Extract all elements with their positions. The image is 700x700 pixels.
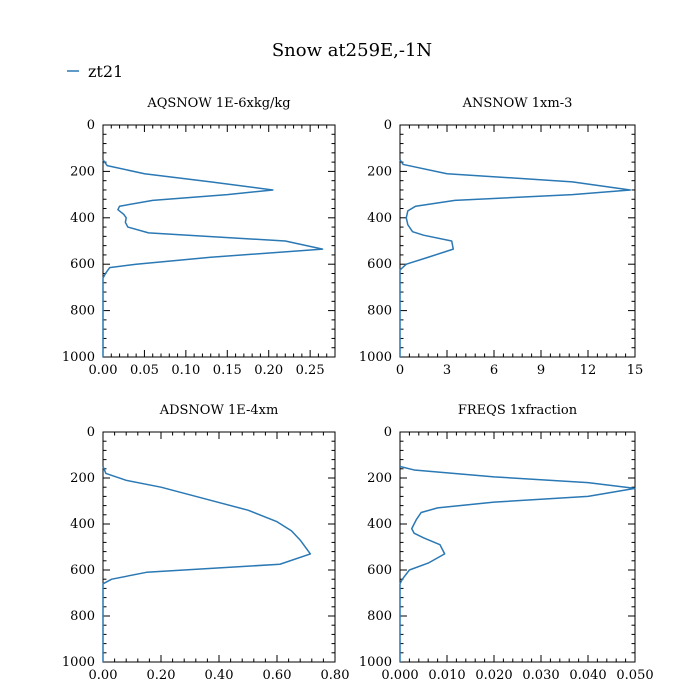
y-tick-label: 800 bbox=[367, 609, 392, 624]
plot-frame bbox=[102, 124, 336, 358]
series-line-zt21 bbox=[102, 466, 312, 662]
x-tick-label: 12 bbox=[580, 363, 597, 378]
x-tick-label: 0.040 bbox=[569, 668, 606, 683]
panel-title: ADSNOW 1E-4xm bbox=[159, 403, 279, 418]
legend-label: zt21 bbox=[88, 62, 123, 81]
x-tick-label: 9 bbox=[537, 363, 545, 378]
series-line-zt21 bbox=[399, 465, 636, 662]
y-tick-label: 600 bbox=[367, 563, 392, 578]
y-tick-label: 400 bbox=[70, 517, 95, 532]
series-line-zt21 bbox=[102, 159, 324, 357]
legend: zt21 bbox=[67, 62, 123, 81]
y-tick-label: 200 bbox=[70, 471, 95, 486]
y-tick-label: 400 bbox=[367, 517, 392, 532]
x-tick-label: 15 bbox=[627, 363, 644, 378]
x-tick-label: 0.20 bbox=[254, 363, 283, 378]
x-tick-label: 3 bbox=[443, 363, 451, 378]
y-tick-label: 800 bbox=[70, 304, 95, 319]
x-tick-label: 0.15 bbox=[213, 363, 242, 378]
x-tick-label: 0.010 bbox=[428, 668, 465, 683]
x-tick-label: 0.10 bbox=[171, 363, 200, 378]
y-tick-label: 1000 bbox=[62, 350, 95, 365]
y-tick-label: 0 bbox=[384, 425, 392, 440]
chart-panel-1: AQSNOW 1E-6xkg/kg 0.00 0.05 0.10 0.15 0.20 0.2… bbox=[62, 96, 336, 378]
plot-frame bbox=[399, 431, 636, 663]
chart-panel-4: FREQS 1xfraction 0.000 0.010 0.020 0.030 0.04… bbox=[359, 403, 654, 683]
panel-title: AQSNOW 1E-6xkg/kg bbox=[146, 96, 290, 111]
x-tick-label: 0.25 bbox=[296, 363, 325, 378]
x-tick-label: 0.030 bbox=[522, 668, 559, 683]
x-tick-label: 0.050 bbox=[616, 668, 653, 683]
plot-frame bbox=[102, 431, 336, 663]
y-tick-label: 1000 bbox=[62, 655, 95, 670]
y-tick-label: 0 bbox=[384, 118, 392, 133]
y-tick-label: 400 bbox=[367, 211, 392, 226]
y-tick-label: 1000 bbox=[359, 350, 392, 365]
y-tick-label: 0 bbox=[87, 425, 95, 440]
chart-panel-2: ANSNOW 1xm-3 0 3 6 9 12 15 0 200 400 600 800 1000 bbox=[359, 96, 643, 378]
x-tick-label: 0.05 bbox=[130, 363, 159, 378]
figure-title: Snow at259E,-1N bbox=[272, 40, 432, 61]
y-tick-label: 0 bbox=[87, 118, 95, 133]
y-tick-label: 400 bbox=[70, 211, 95, 226]
x-tick-label: 0.000 bbox=[381, 668, 418, 683]
x-tick-label: 0 bbox=[396, 363, 404, 378]
y-tick-label: 200 bbox=[367, 471, 392, 486]
x-tick-label: 0.020 bbox=[475, 668, 512, 683]
series-line-zt21 bbox=[399, 159, 632, 357]
panel-title: FREQS 1xfraction bbox=[458, 403, 578, 418]
y-tick-label: 800 bbox=[367, 304, 392, 319]
x-tick-label: 0.40 bbox=[205, 668, 234, 683]
y-tick-label: 1000 bbox=[359, 655, 392, 670]
chart-panels: AQSNOW 1E-6xkg/kg 0.00 0.05 0.10 0.15 0.20 0.2… bbox=[62, 96, 654, 683]
x-tick-label: 0.20 bbox=[147, 668, 176, 683]
y-tick-label: 200 bbox=[367, 164, 392, 179]
y-tick-label: 600 bbox=[70, 563, 95, 578]
y-tick-label: 600 bbox=[367, 257, 392, 272]
x-tick-label: 0.00 bbox=[89, 363, 118, 378]
panel-title: ANSNOW 1xm-3 bbox=[462, 96, 573, 111]
x-tick-label: 6 bbox=[490, 363, 498, 378]
x-tick-label: 0.80 bbox=[321, 668, 350, 683]
plot-frame bbox=[399, 124, 636, 358]
chart-panel-3: ADSNOW 1E-4xm 0.00 0.20 0.40 0.60 0.80 0 200 400… bbox=[62, 403, 350, 683]
y-tick-label: 200 bbox=[70, 164, 95, 179]
y-tick-label: 800 bbox=[70, 609, 95, 624]
x-tick-label: 0.00 bbox=[89, 668, 118, 683]
x-tick-label: 0.60 bbox=[263, 668, 292, 683]
y-tick-label: 600 bbox=[70, 257, 95, 272]
